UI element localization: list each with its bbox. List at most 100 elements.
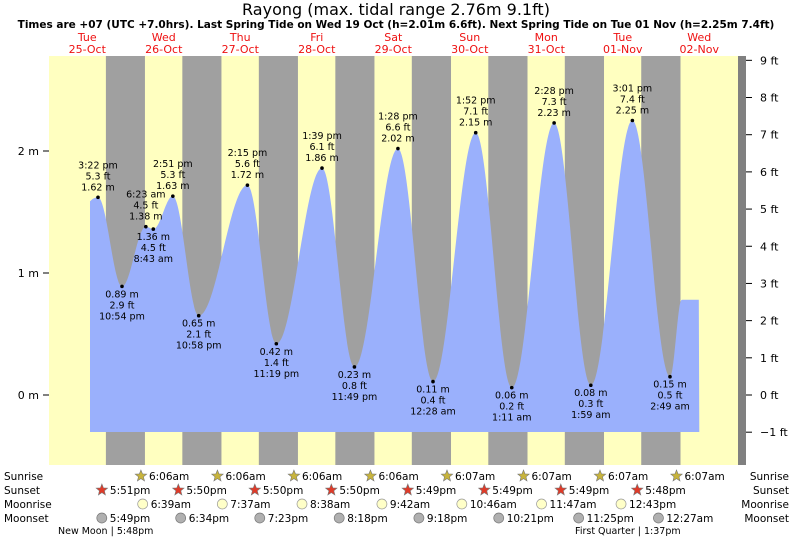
sunset-icon (477, 483, 491, 496)
moonset-row-label-right: Moonset (744, 513, 789, 525)
moonrise-time: 10:46am (470, 499, 517, 511)
high-tide-label: 1:39 pm (302, 131, 342, 142)
tide-water-fill (90, 120, 700, 432)
moonrise-time: 6:39am (151, 499, 191, 511)
low-tide-marker (120, 284, 124, 289)
low-tide-label: 11:49 pm (332, 392, 378, 403)
low-tide-label: 0.5 ft (657, 391, 682, 402)
low-tide-label: 0.15 m (653, 380, 686, 391)
high-tide-marker (473, 130, 478, 135)
high-tide-label: 3:22 pm (78, 160, 118, 171)
high-tide-label: 1:52 pm (456, 96, 496, 107)
high-tide-label: 1.62 m (81, 182, 114, 193)
moonset-time: 11:25pm (587, 513, 634, 525)
moonset-time: 10:21pm (507, 513, 554, 525)
moonset-icon (493, 512, 505, 524)
moonset-icon (573, 512, 585, 524)
right-axis-label: −1 ft (760, 426, 788, 439)
left-axis-label: 0 m (18, 389, 39, 402)
day-name: Fri (310, 31, 323, 44)
right-axis-label: 8 ft (760, 92, 779, 105)
high-tide-marker (144, 224, 148, 229)
high-tide-label: 1.86 m (305, 153, 338, 164)
moonset-time: 7:23pm (268, 513, 308, 525)
left-axis-label: 2 m (18, 145, 39, 158)
day-date: 31-Oct (528, 43, 566, 56)
day-name: Tue (77, 31, 97, 44)
high-tide-marker (320, 166, 324, 170)
moonset-time: 5:49pm (110, 513, 150, 525)
right-axis-label: 0 ft (760, 389, 779, 402)
low-tide-label: 2:49 am (650, 402, 689, 413)
moonrise-time: 12:43pm (629, 499, 676, 511)
low-tide-label: 0.8 ft (342, 381, 367, 392)
sunrise-row-label-right: Sunrise (750, 471, 789, 483)
high-tide-label: 6.1 ft (309, 142, 334, 153)
sunrise-icon (670, 469, 683, 482)
high-tide-label: 2.23 m (537, 108, 570, 119)
high-tide-label: 2.02 m (381, 134, 414, 145)
moonset-icon (175, 512, 187, 524)
day-name: Wed (687, 31, 711, 44)
low-tide-marker (431, 379, 435, 384)
sunset-icon (630, 483, 644, 496)
sunrise-icon (134, 469, 148, 482)
sunset-row-label-right: Sunset (753, 485, 789, 497)
moonrise-icon (376, 498, 388, 510)
sunset-time: 5:49pm (569, 485, 609, 497)
moonrise-time: 11:47am (550, 499, 597, 511)
low-tide-label: 0.2 ft (499, 402, 524, 413)
low-tide-label: 0.65 m (182, 319, 215, 330)
moonrise-icon (615, 498, 627, 510)
sunset-time: 5:50pm (339, 485, 379, 497)
moonrise-icon (296, 498, 308, 510)
high-tide-label: 3:01 pm (613, 84, 653, 95)
chart-subtitle: Times are +07 (UTC +7.0hrs). Last Spring… (18, 19, 775, 31)
high-tide-label: 1.38 m (129, 212, 162, 223)
left-axis-label: 1 m (18, 267, 39, 280)
moonset-time: 12:27am (666, 513, 713, 525)
sunset-icon (95, 483, 109, 496)
high-tide-marker (96, 195, 100, 200)
sunset-time: 5:50pm (186, 485, 226, 497)
day-date: 30-Oct (451, 43, 489, 56)
moonset-icon (333, 512, 345, 524)
low-tide-marker (196, 313, 201, 318)
low-tide-label: 0.3 ft (578, 399, 603, 410)
moonrise-icon (216, 498, 228, 510)
moonrise-icon (456, 498, 468, 510)
high-tide-label: 1:28 pm (378, 112, 418, 123)
high-tide-label: 5.3 ft (160, 170, 185, 181)
moonset-time: 9:18pm (427, 513, 467, 525)
low-tide-label: 8:43 am (134, 254, 173, 265)
sunset-icon (324, 483, 338, 496)
chart-title: Rayong (max. tidal range 2.76m 9.1ft) (242, 0, 550, 19)
high-tide-label: 2:51 pm (153, 159, 193, 170)
high-tide-label: 2:15 pm (228, 148, 268, 159)
low-tide-label: 0.11 m (416, 385, 449, 396)
day-date: 28-Oct (298, 43, 336, 56)
low-tide-label: 1:11 am (492, 413, 531, 424)
high-tide-label: 1.72 m (231, 170, 264, 181)
low-tide-label: 1:59 am (571, 410, 610, 421)
sunrise-time: 6:06am (378, 471, 418, 483)
low-tide-label: 0.06 m (495, 391, 528, 402)
day-labels: Tue25-OctWed26-OctThu27-OctFri28-OctSat2… (69, 31, 720, 56)
chart-header: Rayong (max. tidal range 2.76m 9.1ft) Ti… (18, 0, 775, 31)
right-axis-label: 5 ft (760, 203, 779, 216)
moon-phase-label: First Quarter | 1:37pm (575, 526, 681, 537)
high-tide-label: 6.6 ft (385, 123, 410, 134)
high-tide-marker (552, 121, 556, 125)
right-edge-band (738, 56, 746, 465)
sunrise-icon (593, 469, 607, 482)
high-tide-label: 6:23 am (126, 190, 165, 201)
day-name: Tue (612, 31, 632, 44)
moonset-row-label-left: Moonset (4, 513, 49, 525)
moon-phase-label: New Moon | 5:48pm (58, 526, 153, 537)
sunrise-time: 6:07am (532, 471, 572, 483)
right-axis-label: 6 ft (760, 166, 779, 179)
sunrise-time: 6:06am (149, 471, 189, 483)
right-axis-label: 2 ft (760, 315, 779, 328)
low-tide-marker (352, 365, 357, 369)
